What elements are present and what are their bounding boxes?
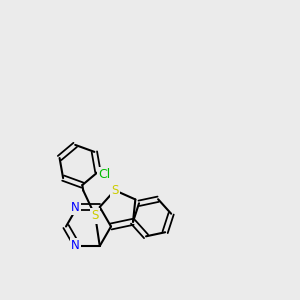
Text: N: N bbox=[71, 200, 80, 214]
Text: S: S bbox=[92, 209, 99, 223]
Text: N: N bbox=[71, 239, 80, 253]
Text: Cl: Cl bbox=[98, 168, 111, 181]
Text: S: S bbox=[111, 184, 118, 197]
